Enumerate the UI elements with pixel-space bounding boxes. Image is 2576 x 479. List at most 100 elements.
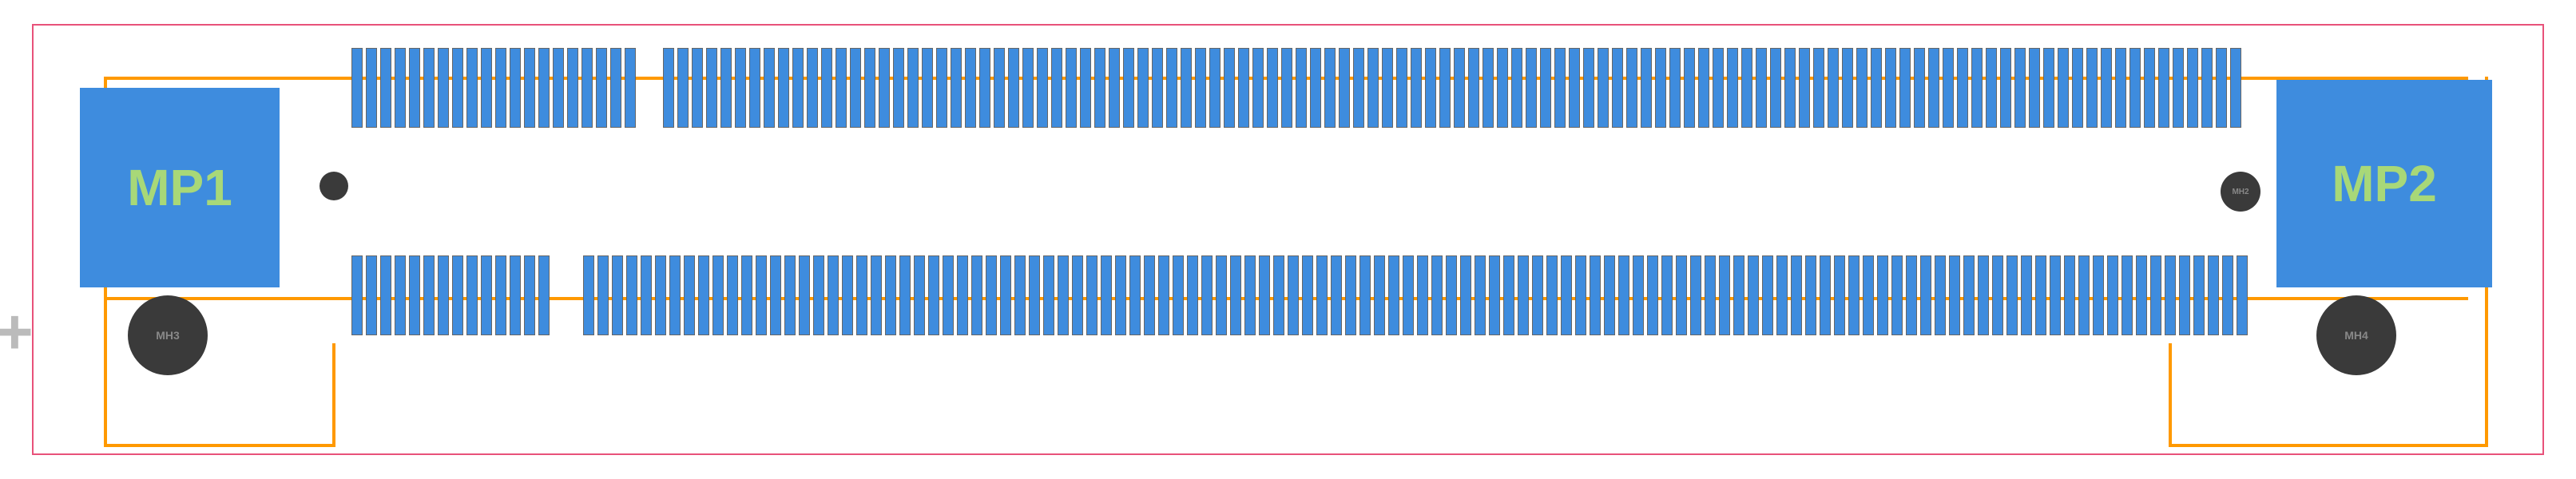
- pin: [1058, 255, 1069, 335]
- pin: [1339, 48, 1350, 128]
- pin: [1676, 255, 1687, 335]
- pin: [1604, 255, 1615, 335]
- pin: [1949, 255, 1960, 335]
- pin: [986, 255, 997, 335]
- hole-mh1: [320, 172, 348, 200]
- pin: [936, 48, 947, 128]
- pin: [452, 48, 463, 128]
- pin: [1302, 255, 1313, 335]
- pin: [1468, 48, 1479, 128]
- pin: [1446, 255, 1457, 335]
- pin: [452, 255, 463, 335]
- pin: [899, 255, 911, 335]
- pin: [481, 255, 492, 335]
- pin: [596, 48, 607, 128]
- pin: [1109, 48, 1120, 128]
- pin: [1661, 255, 1673, 335]
- pin: [1871, 48, 1882, 128]
- pin: [2187, 48, 2198, 128]
- pin: [1848, 255, 1860, 335]
- pin: [1756, 48, 1767, 128]
- pin: [1051, 48, 1062, 128]
- hole-mh4-label: MH4: [2344, 329, 2368, 342]
- pin: [856, 255, 867, 335]
- pin: [712, 255, 724, 335]
- pin: [2072, 48, 2083, 128]
- pin: [821, 48, 832, 128]
- hole-mh2: MH2: [2221, 172, 2260, 212]
- pin: [2078, 255, 2090, 335]
- pin: [1000, 255, 1011, 335]
- pin: [438, 255, 449, 335]
- pin: [1971, 48, 1983, 128]
- pin: [807, 48, 818, 128]
- pin: [1296, 48, 1307, 128]
- pin: [1863, 255, 1874, 335]
- pin: [2107, 255, 2118, 335]
- pin: [1719, 255, 1730, 335]
- origin-plus-glyph: +: [0, 296, 34, 367]
- pin: [2014, 48, 2026, 128]
- pin: [553, 48, 564, 128]
- pin: [1828, 48, 1839, 128]
- pin: [1489, 255, 1500, 335]
- pin: [1345, 255, 1356, 335]
- pin: [1310, 48, 1321, 128]
- pin: [2029, 48, 2040, 128]
- pin: [1043, 255, 1054, 335]
- pin: [850, 48, 861, 128]
- pin: [1943, 48, 1954, 128]
- pin: [971, 255, 982, 335]
- pin: [1885, 48, 1896, 128]
- pin: [1992, 255, 2003, 335]
- pin: [893, 48, 904, 128]
- pin: [1209, 48, 1221, 128]
- pin: [495, 255, 506, 335]
- pin: [1963, 255, 1975, 335]
- pin: [567, 48, 578, 128]
- pin: [1080, 48, 1091, 128]
- pin: [2129, 48, 2141, 128]
- pin: [1072, 255, 1083, 335]
- pin: [842, 255, 853, 335]
- pin: [423, 48, 435, 128]
- pin: [581, 48, 593, 128]
- pin: [828, 255, 839, 335]
- pin: [2050, 255, 2061, 335]
- pin: [351, 255, 363, 335]
- origin-plus-icon: +: [0, 295, 34, 369]
- pin: [1813, 48, 1824, 128]
- pin: [1820, 255, 1831, 335]
- pin: [1762, 255, 1773, 335]
- pin: [1230, 255, 1241, 335]
- pin: [1195, 48, 1206, 128]
- hole-mh4: MH4: [2316, 295, 2396, 375]
- pin: [1086, 255, 1097, 335]
- pin: [1137, 48, 1149, 128]
- pin: [1324, 48, 1336, 128]
- pin: [510, 255, 521, 335]
- pin: [1460, 255, 1471, 335]
- pin: [741, 255, 752, 335]
- pin: [1698, 48, 1709, 128]
- pin: [677, 48, 689, 128]
- pin: [1454, 48, 1465, 128]
- pin: [1403, 255, 1414, 335]
- pin: [1655, 48, 1666, 128]
- pin: [1684, 48, 1695, 128]
- pin: [524, 48, 535, 128]
- pin: [2035, 255, 2046, 335]
- pin: [1647, 255, 1658, 335]
- pin: [1166, 48, 1177, 128]
- pin: [1475, 255, 1486, 335]
- wire-segment: [2169, 444, 2488, 447]
- pin: [813, 255, 824, 335]
- pin: [2193, 255, 2205, 335]
- pin: [914, 255, 925, 335]
- pin: [1986, 48, 1997, 128]
- pin: [1497, 48, 1508, 128]
- pin: [2165, 255, 2176, 335]
- pin: [409, 255, 420, 335]
- pin: [1978, 255, 1989, 335]
- pin: [510, 48, 521, 128]
